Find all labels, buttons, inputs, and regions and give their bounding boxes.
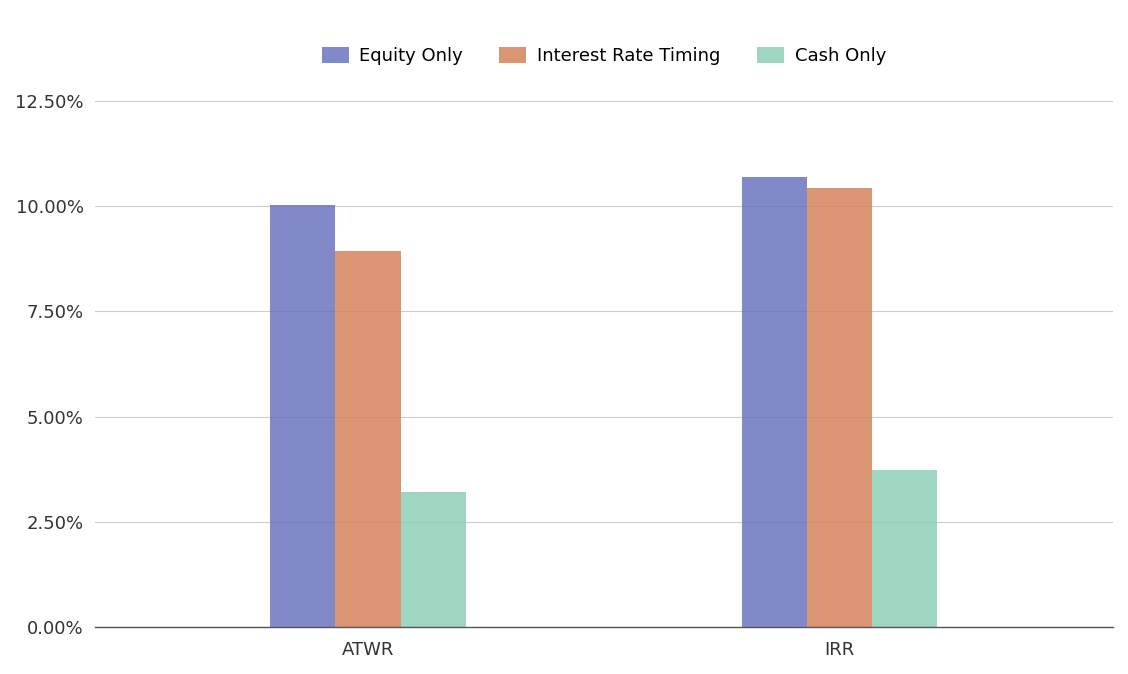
Bar [872,470,937,627]
Bar [271,205,335,627]
Bar [807,188,872,627]
Bar [400,491,466,627]
Bar [742,177,807,627]
Bar [335,251,400,627]
Legend: Equity Only, Interest Rate Timing, Cash Only: Equity Only, Interest Rate Timing, Cash … [315,39,893,72]
